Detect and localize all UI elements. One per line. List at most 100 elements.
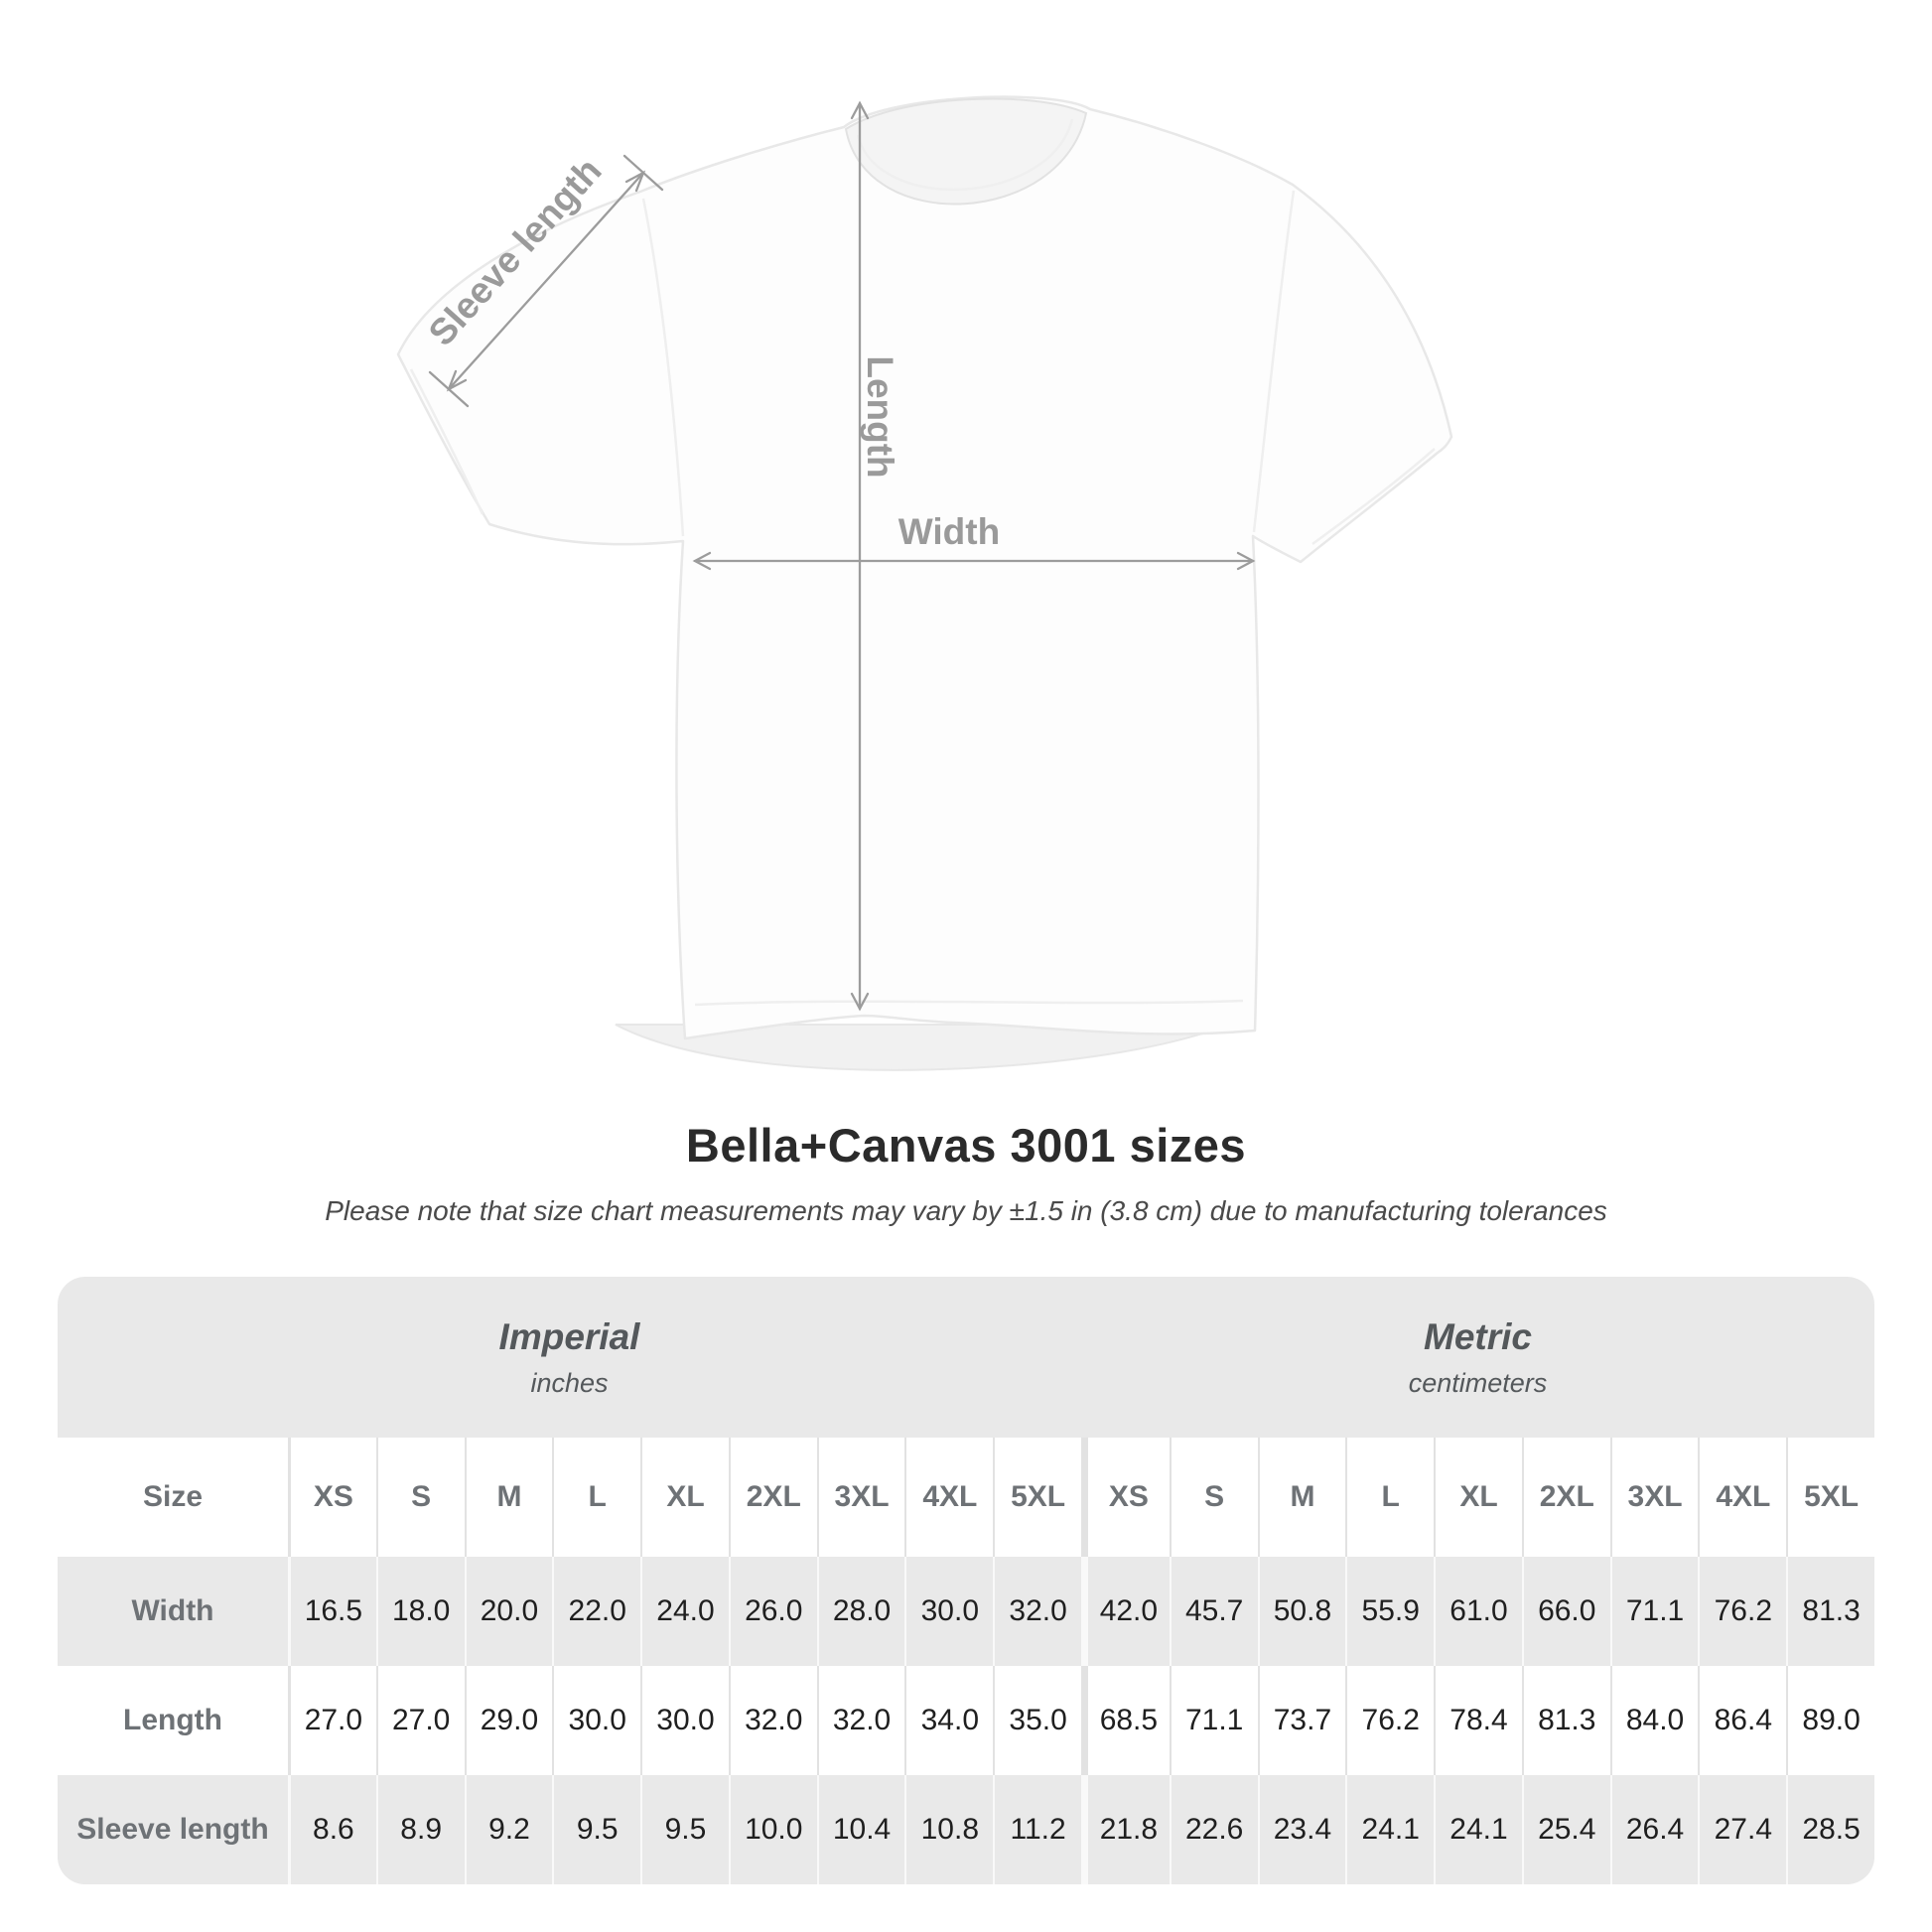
table-cell: 32.0 [816, 1666, 905, 1775]
extension-tick [622, 154, 664, 192]
row-label: Length [123, 1704, 222, 1736]
table-cell: 81.3 [1786, 1557, 1874, 1666]
table-cell: 71.1 [1169, 1666, 1258, 1775]
size-header: S [375, 1438, 465, 1557]
tshirt-back-hem [615, 1024, 1230, 1071]
table-cell: 34.0 [904, 1666, 993, 1775]
extension-tick [428, 370, 470, 408]
tshirt-collar-seam [856, 118, 1074, 192]
tolerance-note: Please note that size chart measurements… [325, 1195, 1607, 1226]
size-header: XS [288, 1438, 376, 1557]
sleeve-length-label: Sleeve length [421, 150, 610, 353]
tshirt-hem-stitch [694, 999, 1244, 1007]
size-chart-card: Imperial inches Metric centimeters Size … [58, 1277, 1874, 1884]
table-cell: 28.0 [816, 1557, 905, 1666]
table-cell: 50.8 [1257, 1557, 1346, 1666]
size-header: M [464, 1438, 553, 1557]
metric-group-header: Metric centimeters [1081, 1277, 1874, 1438]
page-title: Bella+Canvas 3001 sizes [685, 1119, 1247, 1172]
imperial-unit: inches [530, 1367, 609, 1398]
table-cell: 9.2 [464, 1775, 553, 1884]
width-dimension-line [692, 551, 1256, 571]
size-header: 2XL [728, 1438, 817, 1557]
table-cell: 20.0 [464, 1557, 553, 1666]
length-label: Length [860, 355, 900, 478]
table-cell: 32.0 [993, 1557, 1081, 1666]
table-row-sleeve-length: Sleeve length 8.6 8.9 9.2 9.5 9.5 10.0 1… [58, 1775, 1874, 1884]
table-cell: 68.5 [1081, 1666, 1170, 1775]
size-header: XL [1434, 1438, 1522, 1557]
tshirt-left-cuff-fold [409, 368, 484, 515]
imperial-group-header: Imperial inches [58, 1277, 1081, 1438]
imperial-label: Imperial [498, 1315, 640, 1357]
unit-group-row: Imperial inches Metric centimeters [58, 1277, 1874, 1438]
arrowhead [850, 992, 870, 1012]
table-cell: 27.4 [1698, 1775, 1786, 1884]
tshirt-right-sleeve-seam [1252, 190, 1296, 533]
table-cell: 16.5 [288, 1557, 376, 1666]
size-header: 2XL [1521, 1438, 1610, 1557]
table-row-length: Length 27.0 27.0 29.0 30.0 30.0 32.0 32.… [58, 1666, 1874, 1775]
size-header: 3XL [816, 1438, 905, 1557]
table-cell: 25.4 [1521, 1775, 1610, 1884]
size-header-row: Size XS S M L XL 2XL 3XL 4XL 5XL XS S M … [58, 1438, 1874, 1557]
table-cell: 24.0 [640, 1557, 729, 1666]
row-label: Width [131, 1594, 214, 1627]
table-cell: 23.4 [1257, 1775, 1346, 1884]
width-label: Width [898, 511, 1000, 552]
table-cell: 8.6 [288, 1775, 376, 1884]
table-cell: 22.6 [1169, 1775, 1258, 1884]
metric-label: Metric [1424, 1315, 1532, 1357]
tshirt-left-sleeve-seam [641, 198, 685, 537]
size-header: 5XL [1786, 1438, 1874, 1557]
size-header: XL [640, 1438, 729, 1557]
row-label: Sleeve length [76, 1813, 269, 1846]
table-cell: 10.0 [728, 1775, 817, 1884]
metric-unit: centimeters [1408, 1367, 1548, 1398]
arrowhead [446, 369, 468, 392]
table-cell: 45.7 [1169, 1557, 1258, 1666]
table-cell: 28.5 [1786, 1775, 1874, 1884]
size-column-header: Size [142, 1480, 204, 1513]
size-header: L [552, 1438, 640, 1557]
table-cell: 11.2 [993, 1775, 1081, 1884]
table-cell: 35.0 [993, 1666, 1081, 1775]
length-dimension-line [850, 100, 870, 1012]
tshirt-right-cuff-fold [1311, 448, 1436, 546]
table-cell: 55.9 [1345, 1557, 1434, 1666]
table-cell: 42.0 [1081, 1557, 1170, 1666]
size-header: L [1345, 1438, 1434, 1557]
table-cell: 27.0 [375, 1666, 465, 1775]
arrowhead [850, 100, 870, 120]
table-cell: 21.8 [1081, 1775, 1170, 1884]
table-cell: 24.1 [1345, 1775, 1434, 1884]
size-header: 5XL [993, 1438, 1081, 1557]
arrowhead [624, 170, 646, 193]
table-cell: 26.4 [1609, 1775, 1699, 1884]
sleeve-dimension-line [428, 154, 664, 408]
size-header: S [1169, 1438, 1258, 1557]
table-cell: 61.0 [1434, 1557, 1522, 1666]
table-cell: 10.4 [816, 1775, 905, 1884]
table-cell: 30.0 [552, 1666, 640, 1775]
arrowhead [692, 551, 712, 571]
size-header: 4XL [904, 1438, 993, 1557]
tshirt-collar [844, 97, 1088, 206]
table-cell: 66.0 [1521, 1557, 1610, 1666]
table-cell: 22.0 [552, 1557, 640, 1666]
tshirt-body [396, 95, 1453, 1040]
table-cell: 78.4 [1434, 1666, 1522, 1775]
table-cell: 84.0 [1609, 1666, 1699, 1775]
table-cell: 10.8 [904, 1775, 993, 1884]
table-cell: 29.0 [464, 1666, 553, 1775]
table-cell: 9.5 [552, 1775, 640, 1884]
size-header: XS [1081, 1438, 1170, 1557]
size-header: 3XL [1609, 1438, 1699, 1557]
table-cell: 32.0 [728, 1666, 817, 1775]
table-cell: 86.4 [1698, 1666, 1786, 1775]
table-cell: 89.0 [1786, 1666, 1874, 1775]
size-header: M [1257, 1438, 1346, 1557]
table-cell: 71.1 [1609, 1557, 1699, 1666]
table-cell: 30.0 [640, 1666, 729, 1775]
